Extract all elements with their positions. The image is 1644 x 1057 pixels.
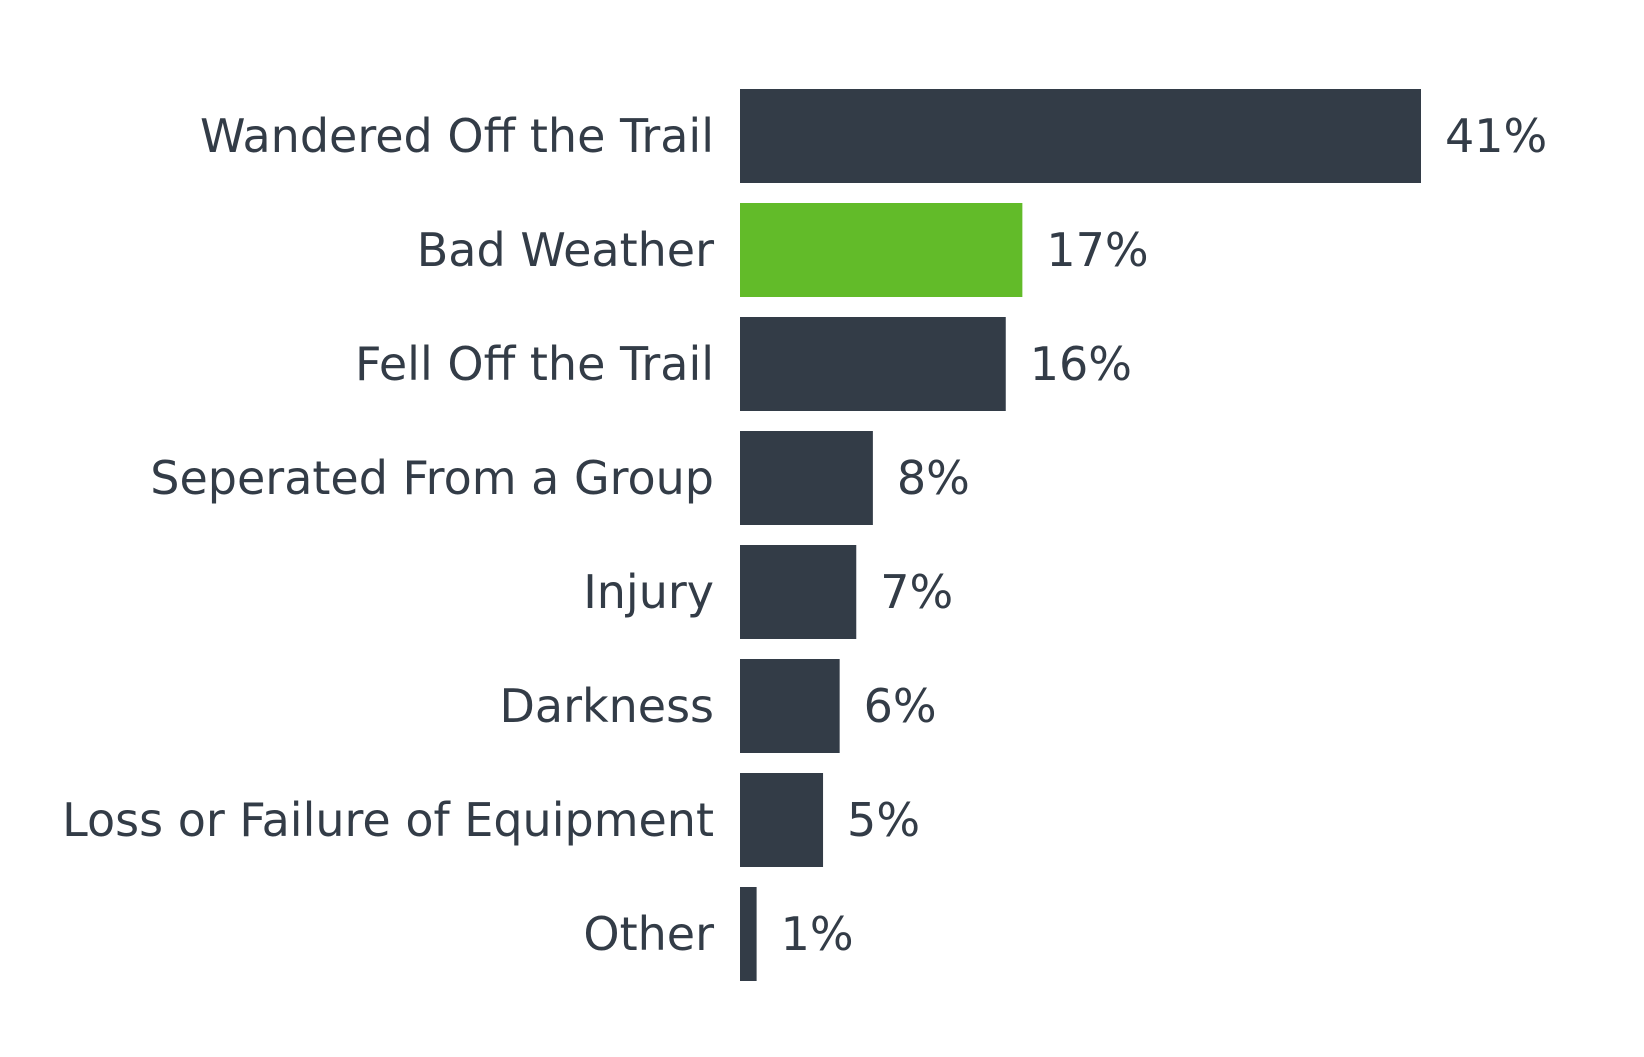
value-label-injury: 7% (880, 565, 953, 619)
value-label-other: 1% (781, 907, 854, 961)
value-label-darkness: 6% (864, 679, 937, 733)
category-label-darkness: Darkness (499, 679, 714, 733)
category-label-bad-weather: Bad Weather (417, 223, 714, 277)
value-label-seperated-from-a-group: 8% (897, 451, 970, 505)
value-label-loss-or-failure-of-equipment: 5% (847, 793, 920, 847)
bar-fell-off-the-trail (740, 317, 1006, 411)
bar-seperated-from-a-group (740, 431, 873, 525)
category-label-other: Other (583, 907, 714, 961)
bar-wandered-off-the-trail (740, 89, 1421, 183)
bar-darkness (740, 659, 840, 753)
value-label-bad-weather: 17% (1046, 223, 1148, 277)
bar-other (740, 887, 757, 981)
value-label-fell-off-the-trail: 16% (1030, 337, 1132, 391)
bar-injury (740, 545, 857, 639)
category-label-seperated-from-a-group: Seperated From a Group (150, 451, 714, 505)
value-label-wandered-off-the-trail: 41% (1445, 109, 1547, 163)
category-label-wandered-off-the-trail: Wandered Off the Trail (200, 109, 714, 163)
category-label-injury: Injury (583, 565, 714, 619)
bar-bad-weather (740, 203, 1023, 297)
category-label-loss-or-failure-of-equipment: Loss or Failure of Equipment (62, 793, 714, 847)
category-label-fell-off-the-trail: Fell Off the Trail (355, 337, 714, 391)
bar-loss-or-failure-of-equipment (740, 773, 824, 867)
